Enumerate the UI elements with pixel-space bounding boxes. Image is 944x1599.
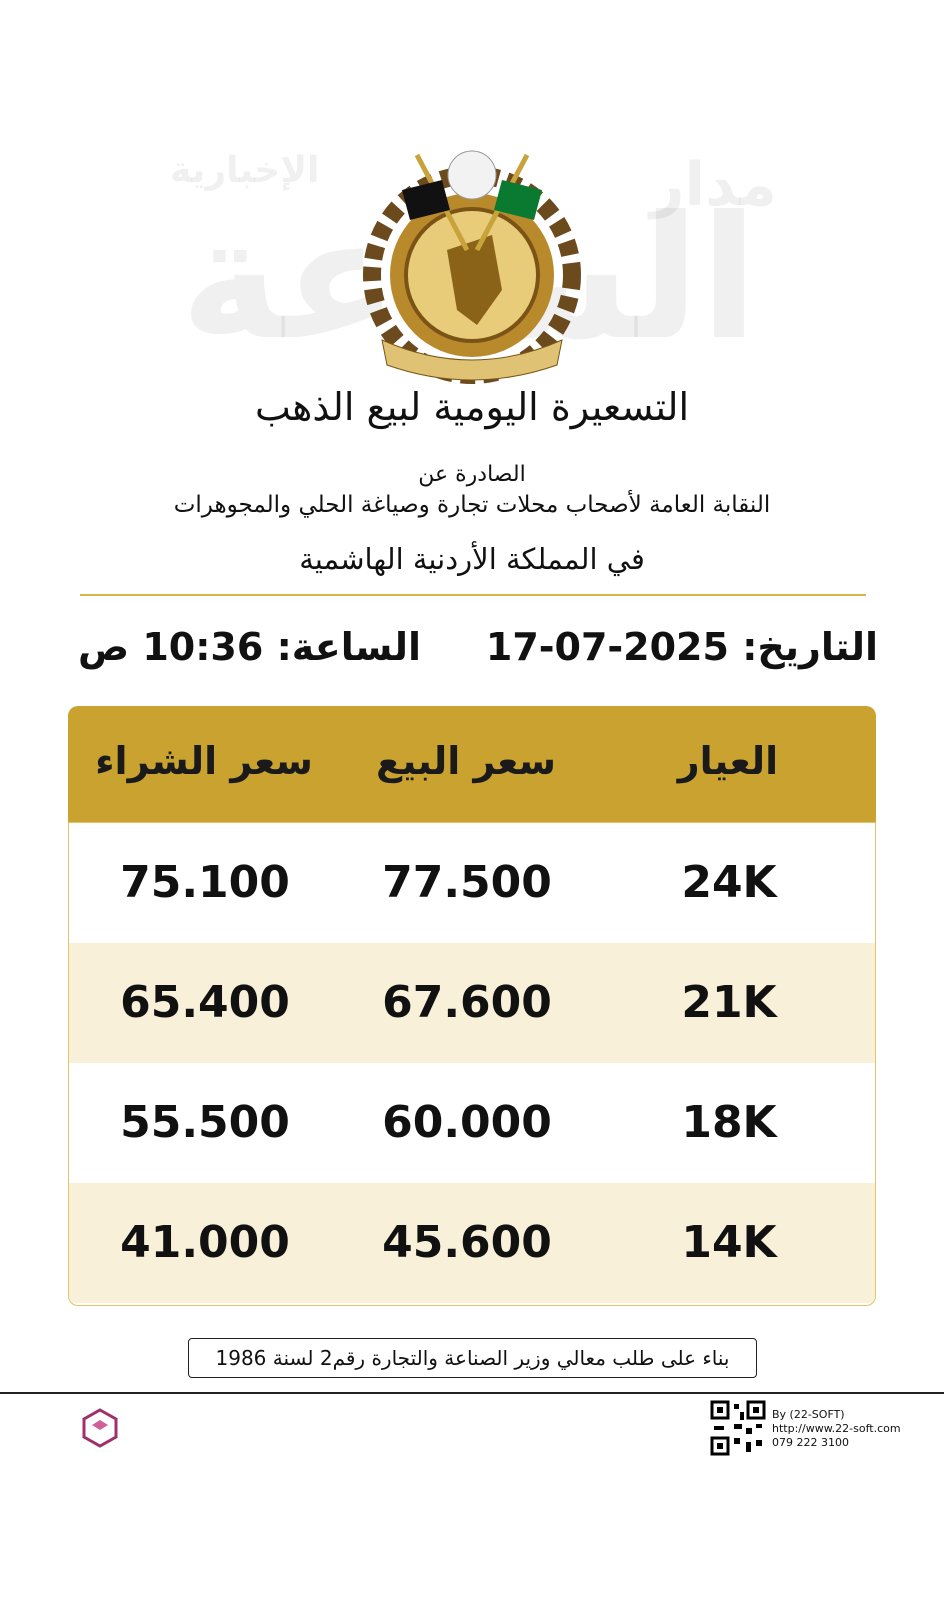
time-value: 10:36 ص	[78, 625, 264, 669]
credit-line: By (22-SOFT)	[772, 1408, 845, 1421]
karat-cell: 14K	[681, 1217, 777, 1268]
price-cell: 45.600	[382, 1217, 552, 1268]
qr-code	[710, 1400, 766, 1456]
karat-cell: 24K	[681, 857, 777, 908]
date: التاريخ: 17-07-2025	[486, 625, 878, 669]
price-cell: 41.000	[120, 1217, 290, 1268]
price-cell: 67.600	[382, 977, 552, 1028]
watermark: الإخبارية	[170, 150, 320, 191]
note: بناء على طلب معالي وزير الصناعة والتجارة…	[188, 1338, 757, 1378]
organization: النقابة العامة لأصحاب محلات تجارة وصياغة…	[173, 492, 771, 518]
table-row: 18K 60.000 55.500	[69, 1063, 875, 1183]
column-header: العيار	[677, 739, 779, 783]
brand-icon	[82, 1408, 118, 1448]
title: التسعيرة اليومية لبيع الذهب	[254, 385, 689, 429]
price-cell: 60.000	[382, 1097, 552, 1148]
column-header: سعر البيع	[376, 739, 556, 783]
credits: By (22-SOFT) http://www.22-soft.com 079 …	[772, 1408, 901, 1450]
karat-cell: 21K	[681, 977, 777, 1028]
date-value: 17-07-2025	[485, 625, 729, 669]
time-label: الساعة:	[276, 625, 421, 669]
column-header: سعر الشراء	[95, 739, 313, 783]
price-cell: 65.400	[120, 977, 290, 1028]
issued-by: الصادرة عن	[418, 462, 526, 487]
watermark: مدار	[650, 150, 777, 220]
divider	[80, 594, 866, 596]
country: في المملكة الأردنية الهاشمية	[299, 542, 645, 576]
price-cell: 77.500	[382, 857, 552, 908]
table-row: 14K 45.600 41.000	[69, 1183, 875, 1303]
date-label: التاريخ:	[742, 625, 878, 669]
price-cell: 75.100	[120, 857, 290, 908]
time: الساعة: 10:36 ص	[78, 625, 421, 669]
credit-line: 079 222 3100	[772, 1436, 849, 1449]
price-cell: 55.500	[120, 1097, 290, 1148]
table-header: العيار سعر البيع سعر الشراء	[68, 706, 876, 822]
table-row: 24K 77.500 75.100	[69, 823, 875, 943]
logo	[363, 150, 581, 384]
table-row: 21K 67.600 65.400	[69, 943, 875, 1063]
table-body: 24K 77.500 75.100 21K 67.600 65.400 18K 60.000 5…	[68, 822, 876, 1306]
footer-line	[0, 1392, 944, 1394]
credit-line: http://www.22-soft.com	[772, 1422, 901, 1435]
karat-cell: 18K	[681, 1097, 777, 1148]
